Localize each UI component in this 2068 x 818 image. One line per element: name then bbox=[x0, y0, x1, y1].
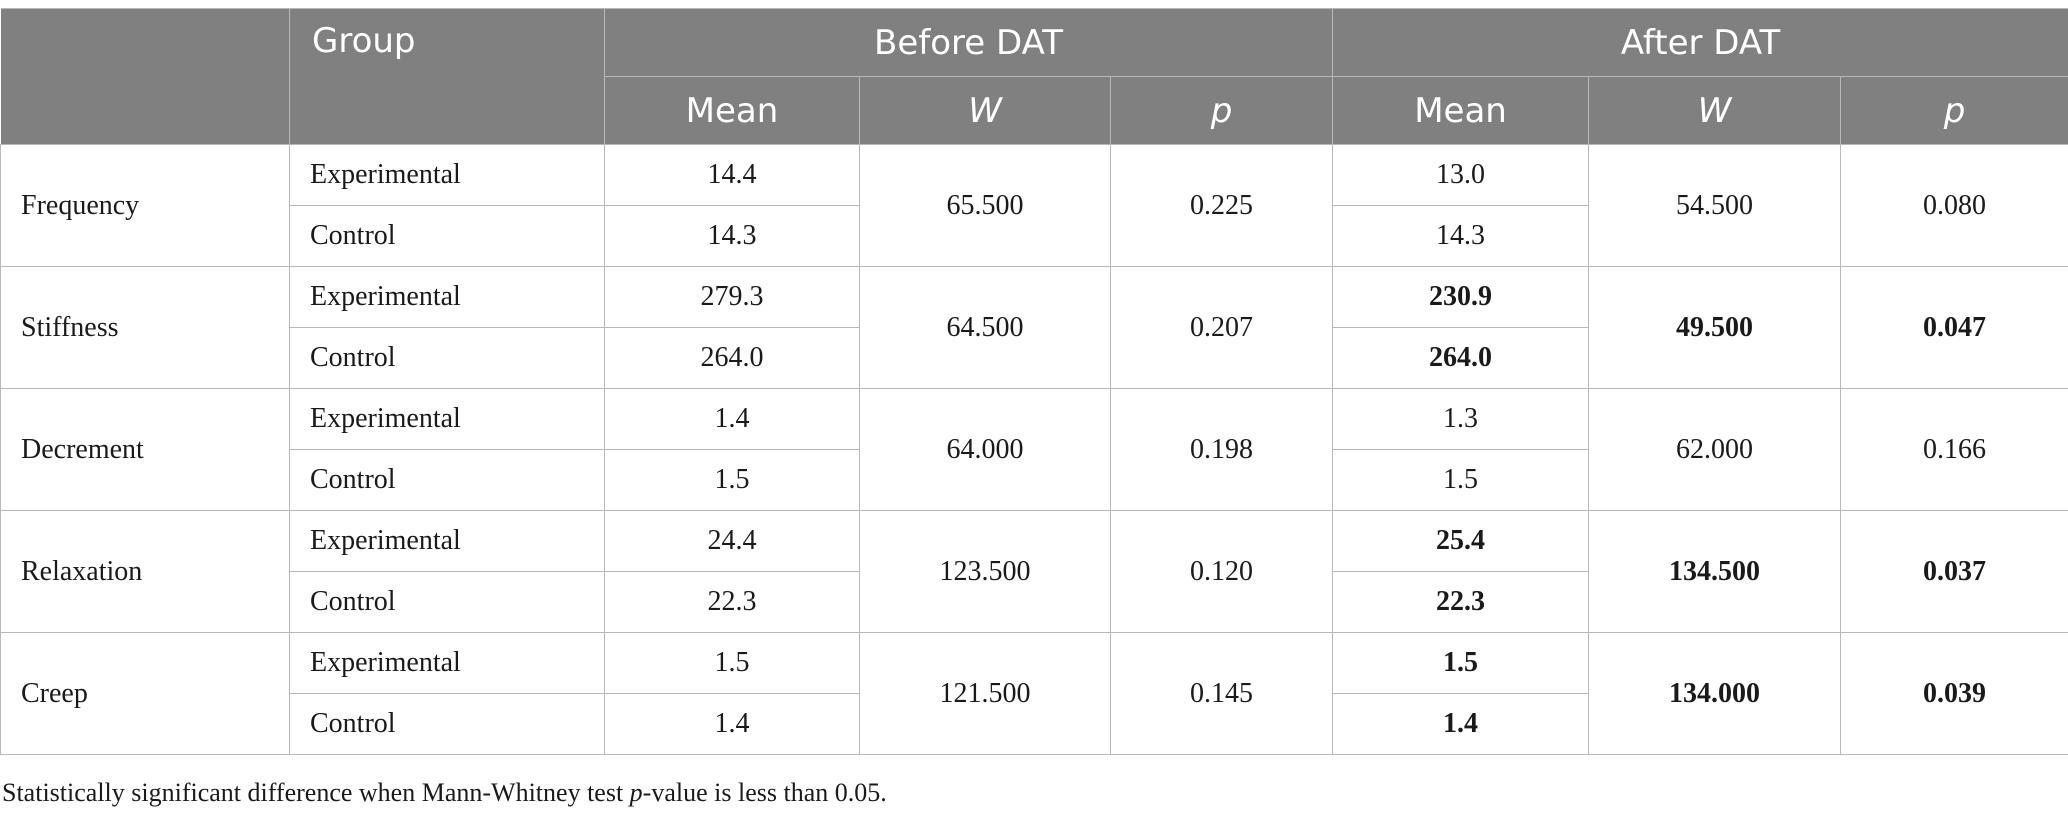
before-dat-header: Before DAT bbox=[603, 8, 1334, 77]
after-mean-value: 1.5 bbox=[1332, 449, 1590, 511]
table-row: Control 1.4 1.4 bbox=[1, 693, 2068, 755]
measure-header-blank bbox=[0, 8, 290, 145]
before-w-header: W bbox=[859, 76, 1111, 145]
before-w-value: 123.500 bbox=[859, 510, 1111, 633]
measure-name: Stiffness bbox=[0, 266, 290, 389]
group-header: Group bbox=[289, 8, 605, 145]
before-w-value: 65.500 bbox=[859, 144, 1111, 267]
footnote-text-start: Statistically significant difference whe… bbox=[2, 778, 630, 807]
after-w-value: 62.000 bbox=[1588, 388, 1842, 511]
after-p-value: 0.047 bbox=[1840, 266, 2068, 389]
after-mean-value: 264.0 bbox=[1332, 327, 1590, 389]
table-header: Group Before DAT After DAT Mean W p Mean… bbox=[0, 8, 2068, 145]
before-w-value: 121.500 bbox=[859, 632, 1111, 755]
footnote-text-end: -value is less than 0.05. bbox=[642, 778, 887, 807]
before-mean-value: 22.3 bbox=[604, 571, 860, 633]
after-p-value: 0.037 bbox=[1840, 510, 2068, 633]
group-name: Experimental bbox=[289, 388, 605, 450]
before-mean-value: 1.4 bbox=[604, 388, 860, 450]
before-p-value: 0.225 bbox=[1109, 144, 1334, 267]
before-mean-value: 1.4 bbox=[604, 693, 860, 755]
before-mean-value: 1.5 bbox=[604, 449, 860, 511]
table-row: Decrement Experimental 1.4 64.000 0.198 1.3 62… bbox=[0, 388, 2068, 511]
after-mean-value: 25.4 bbox=[1332, 510, 1590, 572]
after-mean-value: 13.0 bbox=[1332, 144, 1590, 206]
after-p-value: 0.166 bbox=[1840, 388, 2068, 511]
before-p-value: 0.207 bbox=[1109, 266, 1334, 389]
group-name: Control bbox=[289, 571, 605, 633]
table-footnote: Statistically significant difference whe… bbox=[2, 778, 887, 808]
after-w-value: 49.500 bbox=[1588, 266, 1842, 389]
before-p-value: 0.120 bbox=[1109, 510, 1334, 633]
group-name: Experimental bbox=[289, 510, 605, 572]
after-p-value: 0.039 bbox=[1840, 632, 2068, 755]
after-mean-value: 1.3 bbox=[1332, 388, 1590, 450]
before-mean-value: 14.3 bbox=[604, 205, 860, 267]
group-name: Experimental bbox=[289, 266, 605, 328]
group-name: Experimental bbox=[289, 144, 605, 206]
measure-name: Frequency bbox=[0, 144, 290, 267]
footnote-p-italic: p bbox=[629, 778, 643, 807]
before-mean-header: Mean bbox=[604, 76, 860, 145]
before-mean-value: 279.3 bbox=[604, 266, 860, 328]
after-w-header: W bbox=[1588, 76, 1842, 145]
after-mean-value: 230.9 bbox=[1332, 266, 1590, 328]
table-row: Frequency Experimental 14.4 65.500 0.225 13.0… bbox=[0, 144, 2068, 267]
group-name: Control bbox=[289, 693, 605, 755]
group-name: Control bbox=[289, 205, 605, 267]
table-body: Frequency Experimental 14.4 65.500 0.225 13.0… bbox=[0, 144, 2068, 755]
after-p-value: 0.080 bbox=[1840, 144, 2068, 267]
table-row: Relaxation Experimental 24.4 123.500 0.120 25… bbox=[0, 510, 2068, 633]
after-p-header: p bbox=[1840, 76, 2068, 145]
after-mean-value: 1.4 bbox=[1332, 693, 1590, 755]
before-mean-value: 1.5 bbox=[604, 632, 860, 694]
after-dat-header: After DAT bbox=[1332, 8, 2068, 77]
after-mean-value: 14.3 bbox=[1332, 205, 1590, 267]
group-name: Experimental bbox=[289, 632, 605, 694]
measure-name: Creep bbox=[0, 632, 290, 755]
table-row: Control 22.3 22.3 bbox=[1, 571, 2068, 633]
table-row: Stiffness Experimental 279.3 64.500 0.207 230… bbox=[0, 266, 2068, 389]
after-mean-value: 1.5 bbox=[1332, 632, 1590, 694]
before-mean-value: 24.4 bbox=[604, 510, 860, 572]
after-mean-header: Mean bbox=[1332, 76, 1590, 145]
table-row: Creep Experimental 1.5 121.500 0.145 1.5 134.0… bbox=[0, 632, 2068, 755]
measure-name: Decrement bbox=[0, 388, 290, 511]
before-w-value: 64.000 bbox=[859, 388, 1111, 511]
group-name: Control bbox=[289, 327, 605, 389]
measure-name: Relaxation bbox=[0, 510, 290, 633]
before-p-value: 0.198 bbox=[1109, 388, 1334, 511]
before-mean-value: 14.4 bbox=[604, 144, 860, 206]
after-w-value: 134.500 bbox=[1588, 510, 1842, 633]
group-name: Control bbox=[289, 449, 605, 511]
results-table: Group Before DAT After DAT Mean W p Mean… bbox=[0, 8, 2068, 755]
before-w-value: 64.500 bbox=[859, 266, 1111, 389]
after-mean-value: 22.3 bbox=[1332, 571, 1590, 633]
before-p-value: 0.145 bbox=[1109, 632, 1334, 755]
table-row: Control 14.3 14.3 bbox=[1, 205, 2068, 267]
before-mean-value: 264.0 bbox=[604, 327, 860, 389]
before-p-header: p bbox=[1109, 76, 1334, 145]
after-w-value: 134.000 bbox=[1588, 632, 1842, 755]
after-w-value: 54.500 bbox=[1588, 144, 1842, 267]
